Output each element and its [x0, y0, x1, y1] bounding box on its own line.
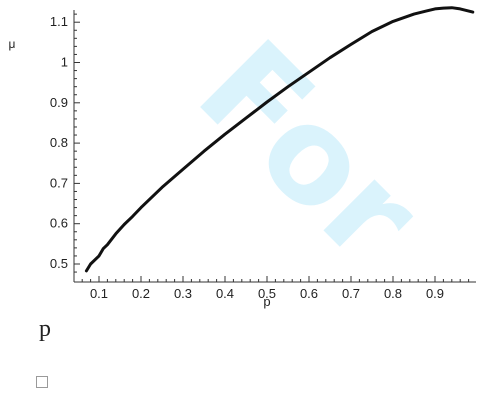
y-tick-label: 1.1: [50, 14, 68, 29]
y-axis-label: μ: [9, 37, 16, 51]
x-tick-label: 0.1: [90, 286, 108, 301]
caption-text: p: [39, 316, 51, 342]
x-tick-label: 0.8: [384, 286, 402, 301]
placeholder-box-icon: [36, 376, 48, 388]
x-tick-label: 0.6: [300, 286, 318, 301]
x-tick-label: 0.4: [216, 286, 234, 301]
line-chart: 0.1 0.2 0.3 0.4 0.5 0.6 0.7 0.8 0.9 0.5 0.6 0.7 0.8 0…: [9, 6, 476, 309]
y-tick-label: 0.7: [50, 175, 68, 190]
x-axis-label: p: [263, 294, 270, 309]
x-tick-label: 0.2: [132, 286, 150, 301]
series-line: [84, 6, 475, 273]
x-tick-label: 0.9: [426, 286, 444, 301]
y-tick-label: 0.5: [50, 256, 68, 271]
x-tick-label: 0.3: [174, 286, 192, 301]
y-tick-label: 0.6: [50, 216, 68, 231]
y-tick-label: 0.8: [50, 135, 68, 150]
x-tick-label: 0.5: [258, 286, 276, 301]
x-tick-label: 0.7: [342, 286, 360, 301]
y-tick-label: 1: [61, 55, 68, 70]
axes: [73, 10, 476, 283]
y-tick-label: 0.9: [50, 95, 68, 110]
labels-layer: 0.1 0.2 0.3 0.4 0.5 0.6 0.7 0.8 0.9 0.5 0.6 0.7 0.8 0…: [9, 14, 445, 309]
series-layer: [84, 6, 475, 273]
